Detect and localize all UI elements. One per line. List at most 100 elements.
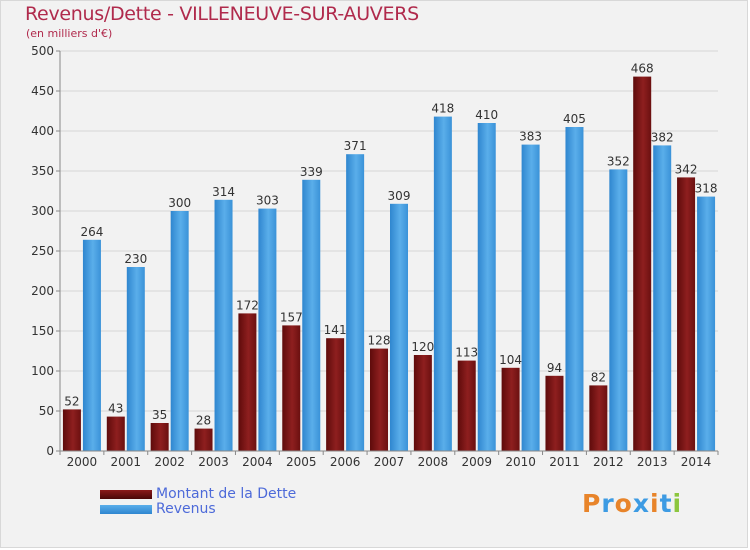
logo-letter: P — [582, 489, 602, 518]
y-tick-label: 150 — [31, 324, 54, 338]
bar-revenus — [653, 145, 672, 451]
legend-item-revenus: Revenus — [100, 501, 216, 517]
data-label: 468 — [631, 62, 654, 76]
y-tick-label: 500 — [31, 44, 54, 58]
bar-debt — [677, 177, 696, 451]
bar-debt — [370, 348, 388, 451]
legend-item-debt: Montant de la Dette — [100, 486, 296, 502]
data-label: 172 — [236, 298, 259, 312]
data-label: 28 — [196, 414, 211, 428]
chart-subtitle: (en milliers d'€) — [26, 27, 113, 40]
y-tick-label: 50 — [39, 404, 54, 418]
logo-letter: r — [601, 489, 615, 518]
data-label: 120 — [411, 340, 434, 354]
data-label: 35 — [152, 408, 167, 422]
logo-letter: i — [672, 489, 683, 518]
y-tick-label: 400 — [31, 124, 54, 138]
y-tick-label: 300 — [31, 204, 54, 218]
x-tick-label: 2001 — [111, 455, 142, 469]
data-label: 113 — [455, 346, 478, 360]
x-tick-label: 2012 — [593, 455, 624, 469]
data-label: 383 — [519, 130, 542, 144]
x-tick-label: 2002 — [154, 455, 185, 469]
bar-revenus — [609, 169, 628, 451]
data-label: 405 — [563, 112, 586, 126]
proxiti-logo: Proxiti — [582, 489, 682, 518]
x-tick-label: 2007 — [374, 455, 405, 469]
x-tick-label: 2011 — [549, 455, 580, 469]
data-label: 352 — [607, 154, 630, 168]
bar-revenus — [126, 267, 145, 451]
data-label: 157 — [280, 310, 303, 324]
data-label: 418 — [431, 102, 454, 116]
legend-label-revenus: Revenus — [156, 501, 216, 517]
x-tick-label: 2006 — [330, 455, 361, 469]
y-tick-label: 0 — [46, 444, 54, 458]
bar-revenus — [258, 208, 277, 451]
data-label: 410 — [475, 108, 498, 122]
bar-debt — [282, 325, 301, 451]
data-label: 342 — [675, 162, 698, 176]
legend-swatch-debt — [100, 489, 152, 499]
data-label: 314 — [212, 185, 235, 199]
logo-letter: i — [650, 489, 660, 518]
x-tick-label: 2004 — [242, 455, 273, 469]
x-tick-label: 2010 — [505, 455, 536, 469]
data-label: 371 — [344, 139, 367, 153]
data-label: 94 — [547, 361, 562, 375]
y-tick-label: 450 — [31, 84, 54, 98]
bar-revenus — [477, 123, 496, 451]
y-tick-label: 100 — [31, 364, 54, 378]
data-label: 303 — [256, 194, 279, 208]
y-tick-label: 350 — [31, 164, 54, 178]
bar-revenus — [82, 239, 101, 451]
bar-debt — [457, 360, 476, 451]
data-label: 128 — [368, 334, 391, 348]
bar-revenus — [214, 199, 233, 451]
legend-swatch-revenus — [100, 504, 152, 514]
bar-revenus — [302, 179, 321, 452]
x-tick-label: 2014 — [681, 455, 712, 469]
data-label: 141 — [324, 323, 347, 337]
bar-debt — [589, 385, 608, 451]
data-label: 382 — [651, 130, 674, 144]
y-tick-label: 250 — [31, 244, 54, 258]
data-label: 264 — [80, 225, 103, 239]
bar-revenus — [565, 127, 584, 451]
data-label: 339 — [300, 165, 323, 179]
data-label: 82 — [591, 370, 606, 384]
logo-letter: x — [632, 489, 650, 518]
bar-debt — [545, 375, 564, 451]
bar-debt — [501, 367, 520, 451]
bar-revenus — [521, 144, 540, 451]
bar-revenus — [390, 203, 408, 451]
x-tick-label: 2003 — [198, 455, 229, 469]
bar-revenus — [346, 154, 365, 451]
x-tick-label: 2005 — [286, 455, 317, 469]
data-label: 309 — [388, 189, 411, 203]
bar-debt — [106, 416, 125, 451]
chart-title: Revenus/Dette - VILLENEUVE-SUR-AUVERS — [25, 3, 419, 25]
data-label: 52 — [64, 394, 79, 408]
data-label: 43 — [108, 402, 123, 416]
data-label: 104 — [499, 353, 522, 367]
logo-letter: o — [614, 489, 633, 518]
data-label: 300 — [168, 196, 191, 210]
bar-debt — [633, 76, 652, 451]
bar-revenus — [170, 211, 189, 451]
bar-debt — [194, 428, 213, 451]
x-tick-label: 2009 — [461, 455, 492, 469]
bar-debt — [62, 409, 81, 451]
bar-revenus — [433, 116, 452, 451]
bar-revenus — [697, 196, 716, 451]
legend-label-debt: Montant de la Dette — [156, 486, 297, 502]
data-label: 230 — [124, 252, 147, 266]
bar-debt — [150, 423, 169, 451]
x-tick-label: 2013 — [637, 455, 668, 469]
x-tick-label: 2008 — [418, 455, 449, 469]
bar-debt — [238, 313, 257, 451]
bar-debt — [413, 355, 432, 451]
data-label: 318 — [695, 182, 718, 196]
y-tick-label: 200 — [31, 284, 54, 298]
